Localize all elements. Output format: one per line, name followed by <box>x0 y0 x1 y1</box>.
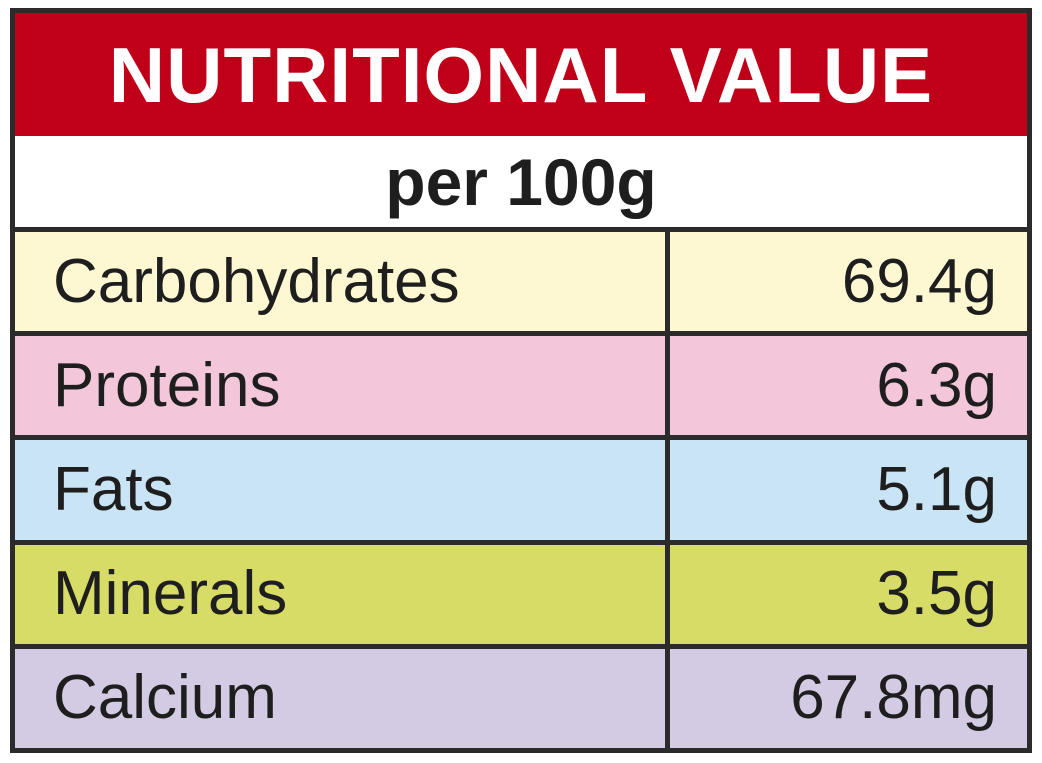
nutrient-row-minerals: Minerals 3.5g <box>15 544 1027 649</box>
table-subtitle: per 100g <box>385 144 657 219</box>
nutrient-name: Minerals <box>15 544 670 644</box>
nutrient-row-calcium: Calcium 67.8mg <box>15 648 1027 749</box>
nutrient-value: 69.4g <box>670 232 1027 332</box>
nutrient-rows: Carbohydrates 69.4g Proteins 6.3g Fats 5… <box>15 232 1027 749</box>
title-band: NUTRITIONAL VALUE <box>15 13 1027 136</box>
nutrient-name: Calcium <box>15 648 670 749</box>
nutrient-value: 5.1g <box>670 440 1027 540</box>
nutrient-row-fats: Fats 5.1g <box>15 440 1027 545</box>
nutrient-name: Proteins <box>15 336 670 436</box>
nutrient-value: 6.3g <box>670 336 1027 436</box>
nutrient-value: 67.8mg <box>670 648 1027 749</box>
table-title: NUTRITIONAL VALUE <box>108 30 934 119</box>
nutrition-table: NUTRITIONAL VALUE per 100g Carbohydrates… <box>10 8 1032 753</box>
nutrient-name: Fats <box>15 440 670 540</box>
nutrient-row-proteins: Proteins 6.3g <box>15 336 1027 441</box>
nutrient-name: Carbohydrates <box>15 232 670 332</box>
nutrient-value: 3.5g <box>670 544 1027 644</box>
subtitle-band: per 100g <box>15 136 1027 232</box>
nutrient-row-carbohydrates: Carbohydrates 69.4g <box>15 232 1027 337</box>
